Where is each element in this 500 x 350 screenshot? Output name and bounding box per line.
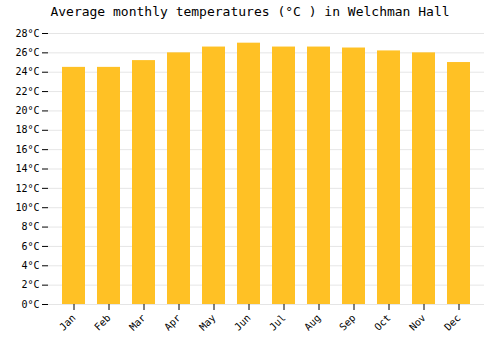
svg-text:16°C: 16°C [15,144,39,155]
svg-text:4°C: 4°C [21,260,39,271]
svg-text:0°C: 0°C [21,299,39,310]
svg-text:22°C: 22°C [15,86,39,97]
svg-text:Nov: Nov [407,312,428,333]
svg-text:2°C: 2°C [21,279,39,290]
svg-text:Apr: Apr [162,312,183,333]
svg-text:10°C: 10°C [15,202,39,213]
svg-text:24°C: 24°C [15,66,39,77]
svg-text:26°C: 26°C [15,47,39,58]
svg-text:28°C: 28°C [15,28,39,39]
svg-text:Dec: Dec [442,312,463,333]
svg-text:Feb: Feb [92,312,113,333]
svg-text:14°C: 14°C [15,163,39,174]
svg-text:20°C: 20°C [15,105,39,116]
svg-text:May: May [197,312,218,333]
svg-text:Jul: Jul [267,312,288,333]
svg-text:6°C: 6°C [21,241,39,252]
svg-text:18°C: 18°C [15,124,39,135]
svg-text:8°C: 8°C [21,221,39,232]
html-text:Average monthly temperatures (: Average monthly temperatures (°C ) in We… [50,4,450,19]
svg-text:Aug: Aug [302,312,323,333]
svg-text:Sep: Sep [337,312,358,333]
svg-text:Jan: Jan [57,312,78,333]
svg-text:12°C: 12°C [15,183,39,194]
svg-text:Mar: Mar [127,312,148,333]
svg-text:Oct: Oct [372,312,393,333]
svg-text:Jun: Jun [232,312,253,333]
